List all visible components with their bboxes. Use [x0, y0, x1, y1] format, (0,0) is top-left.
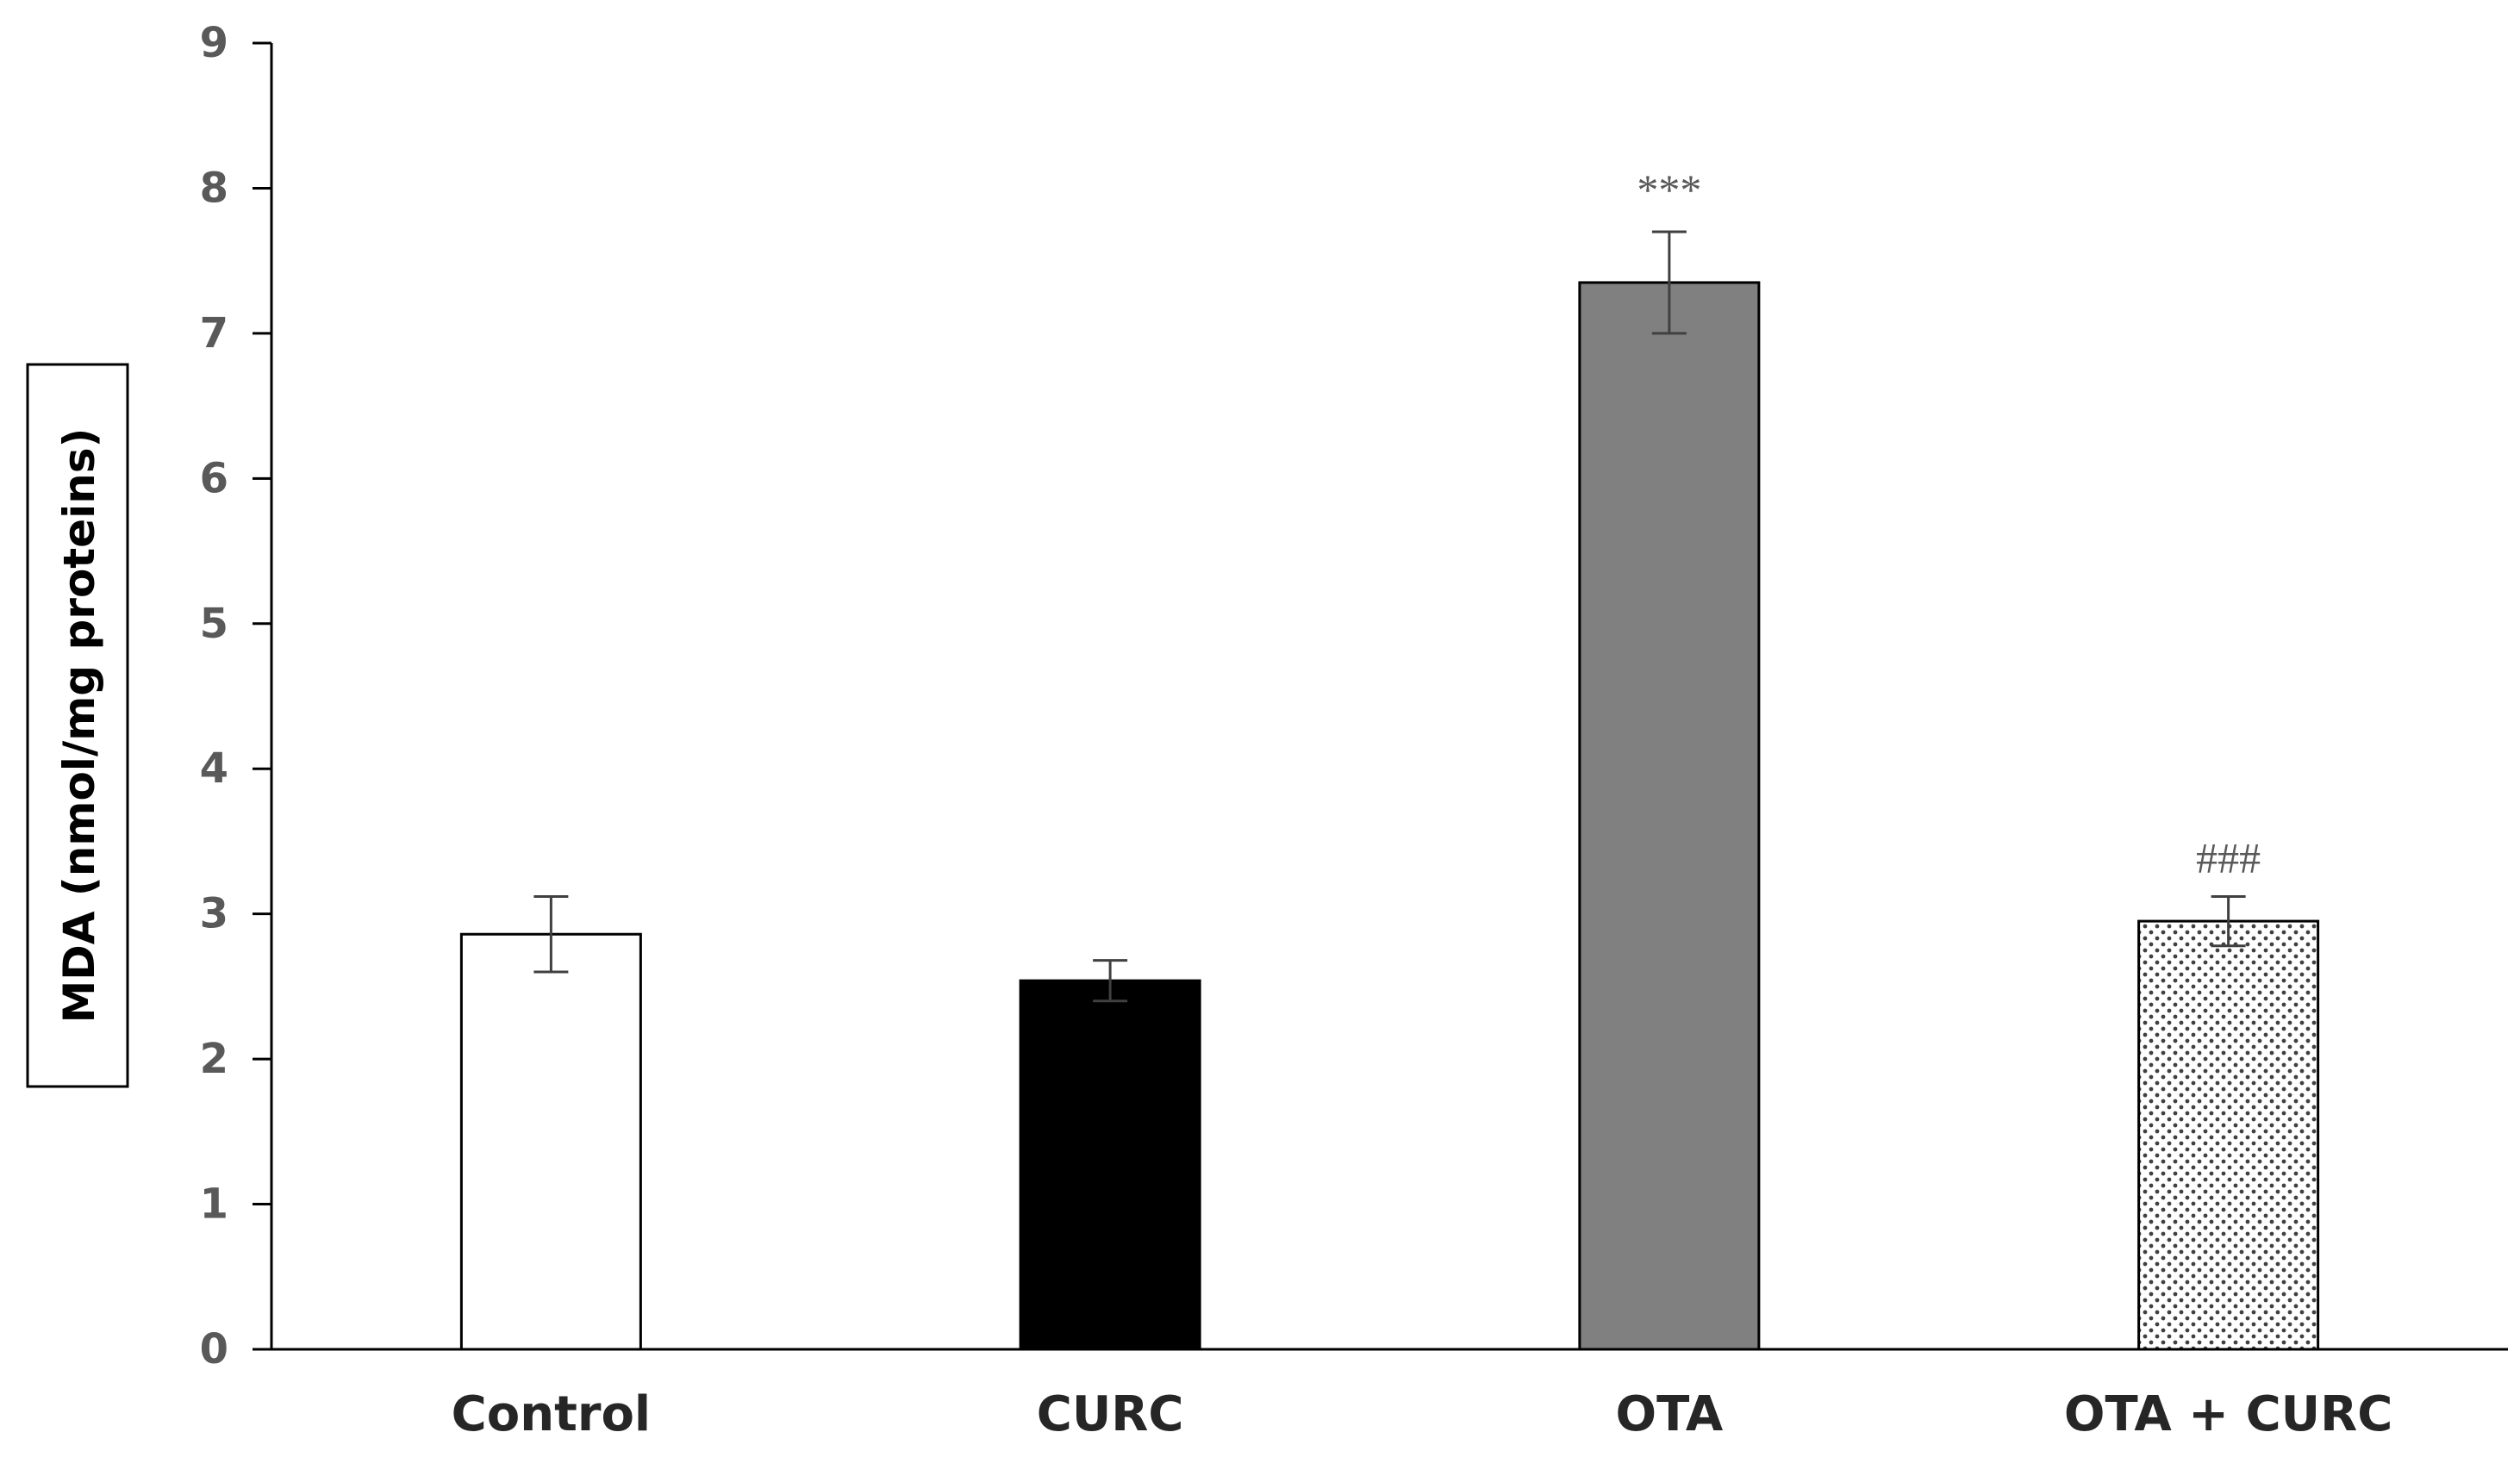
y-axis-title-box	[26, 363, 129, 1088]
error-bar	[2211, 894, 2246, 948]
y-tick-label: 9	[200, 19, 228, 67]
y-tick-label: 5	[200, 600, 228, 648]
significance-annotations: *** ###	[1637, 165, 2261, 881]
bar-control	[459, 932, 642, 1351]
x-category-label: CURC	[1037, 1386, 1184, 1442]
bar-ota-curc	[2137, 919, 2320, 1351]
bar-ota	[1578, 281, 1761, 1351]
y-tick-label: 2	[200, 1035, 228, 1083]
error-bars	[533, 230, 2246, 1003]
y-tick-label: 7	[200, 309, 228, 358]
x-category-label: Control	[452, 1386, 652, 1442]
y-tick-label: 3	[200, 890, 228, 938]
bar-curc	[1019, 979, 1201, 1351]
error-bar	[1651, 230, 1687, 335]
x-category-label: OTA	[1615, 1386, 1723, 1442]
x-axis-categories: Control CURC OTA OTA + CURC	[452, 1386, 2393, 1442]
error-bar	[1093, 959, 1128, 1003]
y-axis-ticks: 0 1 2 3 4 5 6 7 8 9	[200, 19, 271, 1373]
y-tick-label: 6	[200, 454, 228, 502]
bars	[459, 281, 2320, 1351]
error-bar	[533, 894, 569, 974]
y-axis-title-text: MDA (nmol/mg proteins)	[54, 428, 104, 1024]
y-tick-label: 8	[200, 164, 228, 212]
x-category-label: OTA + CURC	[2064, 1386, 2393, 1442]
significance-label: ***	[1637, 165, 1701, 214]
significance-label: ###	[2196, 833, 2261, 881]
y-tick-label: 4	[200, 744, 228, 793]
y-tick-label: 1	[200, 1180, 228, 1229]
y-tick-label: 0	[200, 1325, 228, 1373]
y-axis-title: MDA (nmol/mg proteins)	[26, 363, 129, 1088]
